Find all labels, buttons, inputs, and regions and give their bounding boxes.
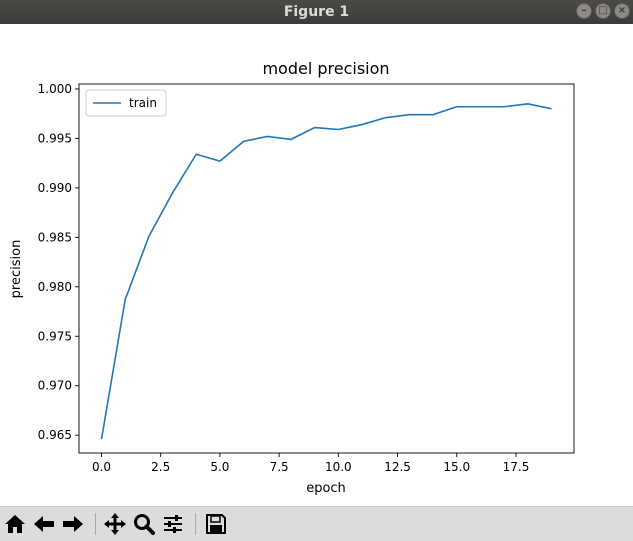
window-titlebar: Figure 1 – □ × bbox=[0, 0, 633, 24]
figure-canvas[interactable]: model precision 0.0 2.5 5.0 7.5 10.0 12.5 15.0… bbox=[0, 24, 633, 506]
x-tick-label: 10.0 bbox=[325, 460, 352, 474]
chart: model precision 0.0 2.5 5.0 7.5 10.0 12.5 15.0… bbox=[9, 59, 575, 496]
legend: train bbox=[85, 89, 167, 117]
x-tick-label: 0.0 bbox=[92, 460, 111, 474]
x-tick-label: 12.5 bbox=[384, 460, 411, 474]
y-tick-label: 0.995 bbox=[38, 131, 72, 145]
pan-button[interactable] bbox=[102, 511, 128, 537]
x-tick-label: 5.0 bbox=[210, 460, 229, 474]
back-button[interactable] bbox=[31, 511, 57, 537]
y-axis-label: precision bbox=[9, 240, 24, 299]
y-tick-label: 0.975 bbox=[38, 329, 72, 343]
x-axis-label: epoch bbox=[306, 481, 346, 496]
x-tick-label: 17.5 bbox=[503, 460, 530, 474]
move-icon bbox=[104, 513, 126, 535]
close-icon[interactable]: × bbox=[614, 3, 630, 19]
magnifier-icon bbox=[134, 514, 155, 535]
save-button[interactable] bbox=[203, 511, 229, 537]
navigation-toolbar bbox=[0, 506, 633, 541]
y-tick-label: 1.000 bbox=[38, 82, 72, 96]
series-line-train bbox=[100, 102, 552, 440]
x-tick-label: 2.5 bbox=[151, 460, 170, 474]
home-icon bbox=[5, 515, 25, 533]
x-tick-label: 15.0 bbox=[443, 460, 470, 474]
floppy-icon bbox=[206, 514, 226, 534]
plot-frame bbox=[78, 83, 575, 454]
subplots-button[interactable] bbox=[160, 511, 186, 537]
y-tick-label: 0.985 bbox=[38, 230, 72, 244]
chart-title: model precision bbox=[262, 59, 389, 78]
arrow-right-icon bbox=[63, 516, 83, 532]
legend-box bbox=[85, 89, 167, 117]
arrow-left-icon bbox=[34, 516, 54, 532]
sliders-icon bbox=[164, 515, 182, 533]
x-tick-label: 7.5 bbox=[270, 460, 289, 474]
toolbar-separator bbox=[195, 513, 196, 535]
y-tick-label: 0.980 bbox=[38, 280, 72, 294]
window-title: Figure 1 bbox=[283, 4, 350, 20]
minimize-icon[interactable]: – bbox=[576, 3, 592, 19]
y-tick-label: 0.965 bbox=[38, 428, 72, 442]
zoom-button[interactable] bbox=[131, 511, 157, 537]
toolbar-separator bbox=[95, 513, 96, 535]
y-tick-label: 0.970 bbox=[38, 379, 72, 393]
maximize-icon[interactable]: □ bbox=[595, 3, 611, 19]
legend-label: train bbox=[129, 96, 157, 110]
home-button[interactable] bbox=[2, 511, 28, 537]
y-tick-label: 0.990 bbox=[38, 181, 72, 195]
forward-button[interactable] bbox=[60, 511, 86, 537]
